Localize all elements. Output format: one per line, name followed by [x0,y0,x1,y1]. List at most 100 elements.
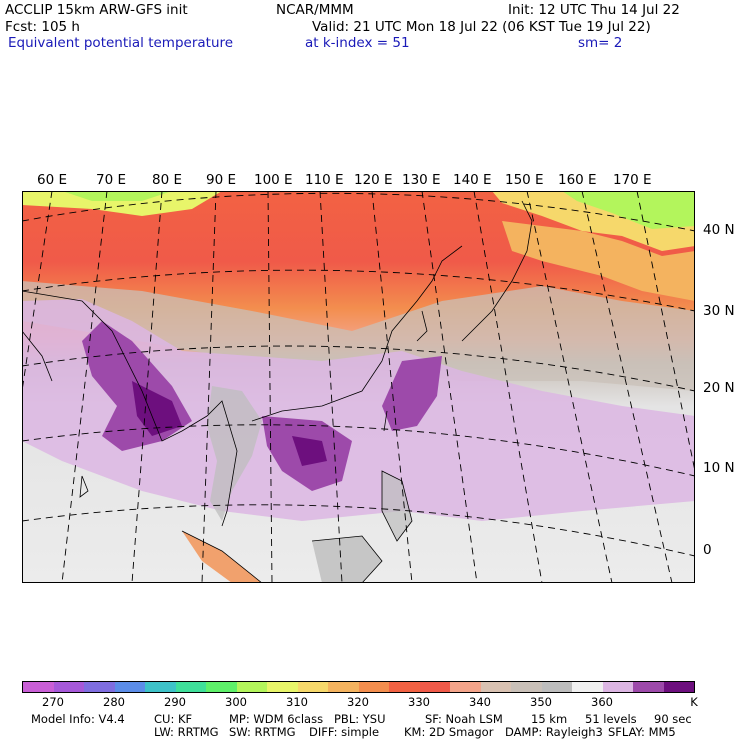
footer-item: KM: 2D Smagor [404,725,494,739]
cool-region-north-east-inner [562,191,695,229]
lon-label: 160 E [558,172,597,188]
model-title: ACCLIP 15km ARW-GFS init [5,2,188,18]
moist-region [22,299,695,521]
footer-item: MP: WDM 6class [229,712,324,726]
footer-item: SW: RRTMG [229,725,296,739]
colorbar-swatch [175,682,206,692]
meridian-110e [319,191,343,583]
colorbar-swatch [358,682,389,692]
land-sumatra [182,531,262,583]
footer-item: SF: Noah LSM [425,712,503,726]
coastline-sri-lanka [79,475,89,498]
lon-label: 100 E [254,172,293,188]
lon-label: 110 E [305,172,344,188]
lon-label: 150 E [505,172,544,188]
coastline-south-asia [22,290,238,527]
lon-label: 80 E [152,172,182,188]
colorbar-swatch [511,682,542,692]
colorbar-swatch [206,682,237,692]
colorbar-swatch [419,682,450,692]
cool-region-north-west [22,191,222,216]
colorbar-swatch [267,682,298,692]
lat-label: 40 N [703,222,735,238]
coastline-borneo [311,535,383,583]
parallel-40n [22,192,695,232]
coastline-korea [416,310,428,342]
colorbar-swatch [145,682,176,692]
colorbar-tick-label: 270 [42,695,64,709]
colorbar-swatch [53,682,84,692]
graticule [22,191,695,583]
footer-item: 15 km [531,712,568,726]
lat-label: 0 [703,542,712,558]
lon-label: 170 E [613,172,652,188]
colorbar-swatch [663,682,694,692]
coastline-east-asia [251,245,463,422]
warm-band-east [502,221,695,301]
colorbar-swatch [236,682,267,692]
coastline-japan [461,200,533,342]
lon-label: 90 E [206,172,236,188]
coastline-taiwan [383,410,388,432]
land-borneo [312,536,382,583]
organization-label: NCAR/MMM [276,2,354,18]
lon-label: 130 E [402,172,441,188]
land-philippines [382,471,412,541]
colorbar-tick-label: 350 [530,695,552,709]
meridian-150e [526,191,613,583]
valid-time: Valid: 21 UTC Mon 18 Jul 22 (06 KST Tue … [312,19,651,35]
level-label: at k-index = 51 [305,35,410,51]
colorbar-swatch [602,682,633,692]
colorbar-tick-label: 320 [347,695,369,709]
colorbar-swatch [328,682,359,692]
colorbar-swatch [450,682,481,692]
footer-item: 90 sec [654,712,692,726]
meridian-80e [131,191,163,583]
meridian-60e [22,191,53,392]
meridian-70e [61,191,108,583]
footer-item: LW: RRTMG [154,725,219,739]
lon-label: 60 E [37,172,67,188]
lon-label: 140 E [453,172,492,188]
colorbar-tick-label: 290 [164,695,186,709]
theta-e-map [22,191,695,583]
parallel-0 [22,504,695,557]
footer-item: Model Info: V4.4 [31,712,125,726]
parallel-10n [22,424,695,477]
init-time: Init: 12 UTC Thu 14 Jul 22 [508,2,680,18]
colorbar-tick-label: 280 [103,695,125,709]
colorbar-tick-label: 360 [591,695,613,709]
map-frame [22,191,695,583]
high-theta-e-east [382,356,442,431]
parallel-30n [22,269,695,312]
lon-label: 70 E [96,172,126,188]
footer-item: 51 levels [585,712,637,726]
coastline-philippines [381,470,413,542]
colorbar-swatch [23,682,54,692]
colorbar-unit: K [690,695,698,709]
coastline-sumatra [181,530,263,583]
land-indochina [207,386,262,521]
colorbar-swatch [84,682,115,692]
smoothing-label: sm= 2 [578,35,623,51]
high-theta-e-core-scs [292,436,327,466]
footer-item: DIFF: simple [309,725,380,739]
meridian-120e [371,191,413,583]
gray-transition [22,281,695,391]
colorbar [22,681,695,693]
colorbar-tick-label: 340 [469,695,491,709]
footer-item: CU: KF [154,712,193,726]
meridian-100e [267,191,273,583]
footer-item: DAMP: Rayleigh3 [505,725,603,739]
lat-label: 10 N [703,460,735,476]
colorbar-swatch [572,682,603,692]
lat-label: 20 N [703,380,735,396]
meridian-140e [473,191,543,583]
footer-item: PBL: YSU [334,712,386,726]
colorbar-swatch [297,682,328,692]
colorbar-swatch [541,682,572,692]
colorbar-swatch [114,682,145,692]
lat-label: 30 N [703,303,735,319]
footer-item: SFLAY: MM5 [608,725,676,739]
coastline-arabia [22,330,53,382]
